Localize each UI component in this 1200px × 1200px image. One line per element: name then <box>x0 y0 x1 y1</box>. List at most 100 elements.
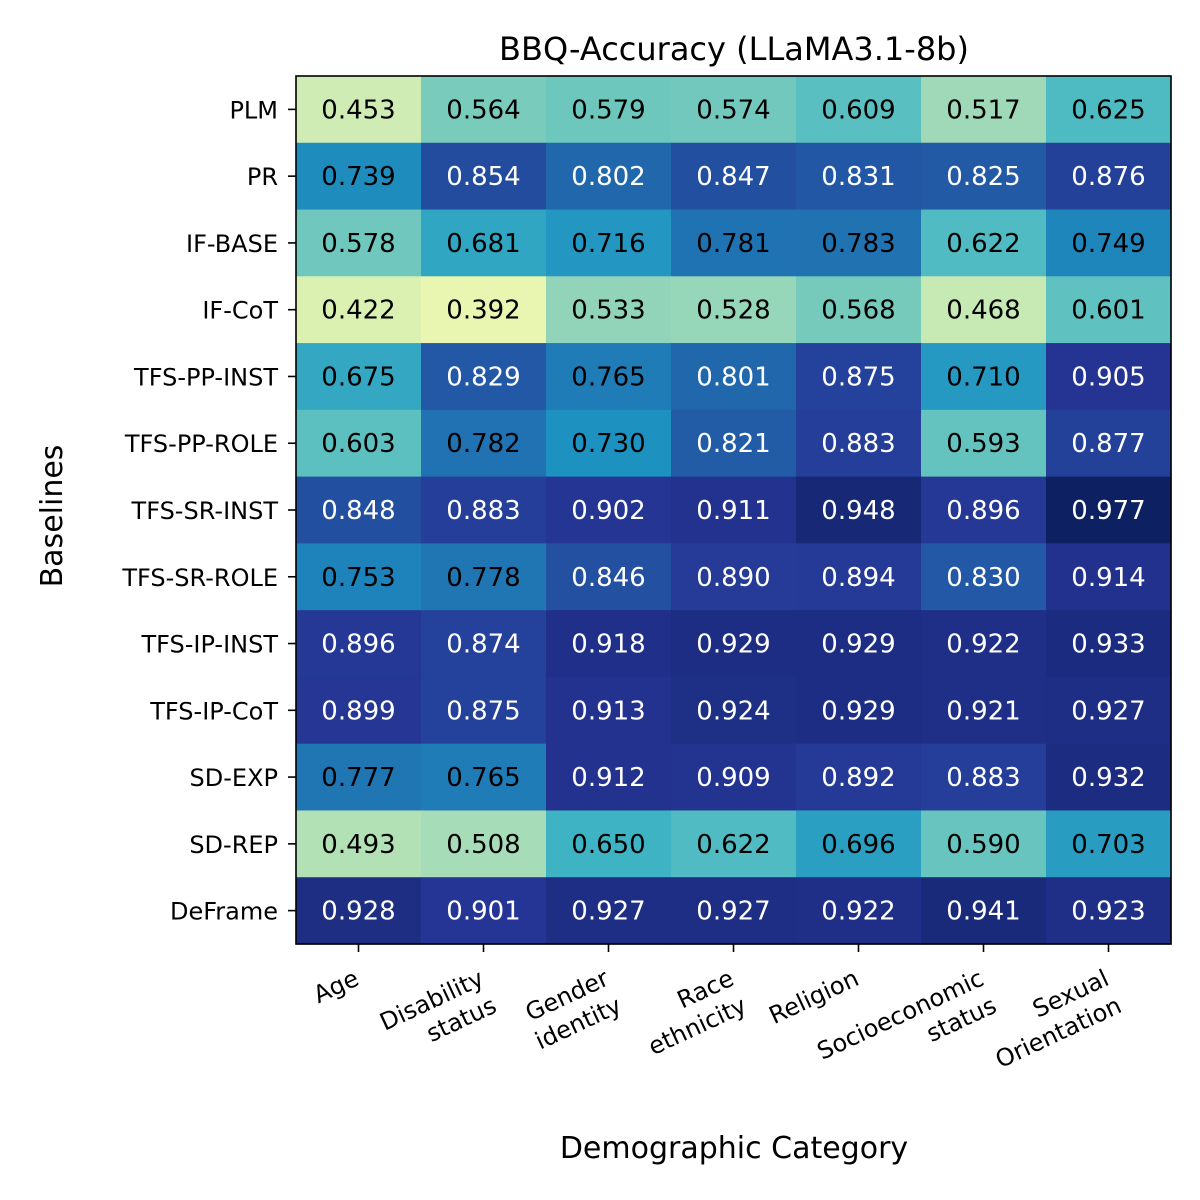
cell-value-label: 0.911 <box>696 496 770 526</box>
heatmap-cell <box>421 409 547 478</box>
cell-value-label: 0.896 <box>946 496 1020 526</box>
heatmap-cell <box>421 276 547 344</box>
y-tick-label: TFS-PP-ROLE <box>124 430 278 458</box>
heatmap-cell <box>921 209 1047 277</box>
heatmap-cell <box>1046 676 1172 745</box>
cell-value-label: 0.928 <box>321 897 395 927</box>
heatmap-cell <box>1046 142 1172 211</box>
heatmap-cell <box>796 76 922 144</box>
cell-value-label: 0.922 <box>821 897 895 927</box>
heatmap-cell <box>546 343 672 411</box>
cell-value-label: 0.392 <box>446 296 520 326</box>
cell-value-label: 0.899 <box>321 696 395 726</box>
cell-value-label: 0.601 <box>1071 296 1145 326</box>
cell-value-label: 0.831 <box>821 162 895 192</box>
y-tick-label: TFS-SR-ROLE <box>121 564 278 592</box>
cell-value-label: 0.932 <box>1071 763 1145 793</box>
cell-value-label: 0.883 <box>946 763 1020 793</box>
cell-value-label: 0.517 <box>946 95 1020 125</box>
heatmap-cell <box>796 676 922 745</box>
heatmap-cell <box>546 610 672 678</box>
cell-value-label: 0.874 <box>446 630 520 660</box>
cell-value-label: 0.909 <box>696 763 770 793</box>
cell-value-label: 0.778 <box>446 563 520 593</box>
cell-value-label: 0.609 <box>821 95 895 125</box>
heatmap-cell <box>921 343 1047 411</box>
cell-value-label: 0.578 <box>321 229 395 259</box>
heatmap-cell <box>546 142 672 211</box>
heatmap-cell <box>921 142 1047 211</box>
cell-value-label: 0.905 <box>1071 362 1145 392</box>
cell-value-label: 0.876 <box>1071 162 1145 192</box>
heatmap-cell <box>296 610 422 678</box>
cell-value-label: 0.681 <box>446 229 520 259</box>
heatmap-cell <box>796 142 922 211</box>
y-tick-label: SD-EXP <box>190 764 278 792</box>
cell-value-label: 0.912 <box>571 763 645 793</box>
cell-value-label: 0.802 <box>571 162 645 192</box>
heatmap-cell <box>296 142 422 211</box>
cell-value-label: 0.924 <box>696 696 770 726</box>
cell-value-label: 0.801 <box>696 362 770 392</box>
heatmap-cell <box>671 142 797 211</box>
cell-value-label: 0.710 <box>946 362 1020 392</box>
cell-value-label: 0.902 <box>571 496 645 526</box>
cell-value-label: 0.508 <box>446 830 520 860</box>
x-tick-label: Age <box>309 964 363 1009</box>
x-tick-label: Religion <box>765 964 863 1030</box>
heatmap-cell <box>796 743 922 812</box>
cell-value-label: 0.875 <box>446 696 520 726</box>
heatmap-cell <box>796 476 922 544</box>
cell-value-label: 0.894 <box>821 563 895 593</box>
heatmap-cell <box>921 610 1047 678</box>
heatmap-cell <box>671 543 797 611</box>
heatmap-cell <box>921 743 1047 812</box>
cell-value-label: 0.883 <box>821 429 895 459</box>
cell-value-label: 0.830 <box>946 563 1020 593</box>
cell-value-label: 0.453 <box>321 95 395 125</box>
heatmap-cell <box>1046 476 1172 544</box>
cell-value-label: 0.579 <box>571 95 645 125</box>
heatmap-cell <box>1046 877 1172 945</box>
heatmap-cell <box>671 276 797 344</box>
x-axis-label: Demographic Category <box>560 1131 908 1166</box>
heatmap-cell <box>296 476 422 544</box>
heatmap-cell <box>421 142 547 211</box>
heatmap-cell <box>1046 743 1172 812</box>
heatmap-cell <box>796 810 922 878</box>
cell-value-label: 0.730 <box>571 429 645 459</box>
cell-value-label: 0.948 <box>821 496 895 526</box>
cell-value-label: 0.829 <box>446 362 520 392</box>
heatmap-cell <box>671 209 797 277</box>
heatmap-cell <box>671 476 797 544</box>
y-tick-label: DeFrame <box>170 898 278 926</box>
cell-value-label: 0.782 <box>446 429 520 459</box>
heatmap-cell <box>921 676 1047 745</box>
heatmap-cell <box>421 676 547 745</box>
cell-value-label: 0.929 <box>821 630 895 660</box>
heatmap-cells: 0.453 0.564 0.579 0.574 0.609 0.517 0.625 0.739… <box>296 76 1172 945</box>
heatmap-cell <box>296 676 422 745</box>
cell-value-label: 0.927 <box>1071 696 1145 726</box>
heatmap-cell <box>796 209 922 277</box>
cell-value-label: 0.821 <box>696 429 770 459</box>
cell-value-label: 0.896 <box>321 630 395 660</box>
heatmap-cell <box>296 543 422 611</box>
cell-value-label: 0.590 <box>946 830 1020 860</box>
cell-value-label: 0.927 <box>571 897 645 927</box>
cell-value-label: 0.528 <box>696 296 770 326</box>
heatmap-cell <box>671 343 797 411</box>
heatmap-cell <box>671 676 797 745</box>
cell-value-label: 0.927 <box>696 897 770 927</box>
heatmap-cell <box>796 276 922 344</box>
cell-value-label: 0.877 <box>1071 429 1145 459</box>
cell-value-label: 0.933 <box>1071 630 1145 660</box>
cell-value-label: 0.574 <box>696 95 770 125</box>
y-tick-label: TFS-SR-INST <box>131 497 279 525</box>
heatmap-cell <box>296 743 422 812</box>
y-tick-label: SD-REP <box>189 831 278 859</box>
x-tick-label: SexualOrientation <box>978 964 1125 1074</box>
cell-value-label: 0.977 <box>1071 496 1145 526</box>
cell-value-label: 0.749 <box>1071 229 1145 259</box>
heatmap-cell <box>671 810 797 878</box>
